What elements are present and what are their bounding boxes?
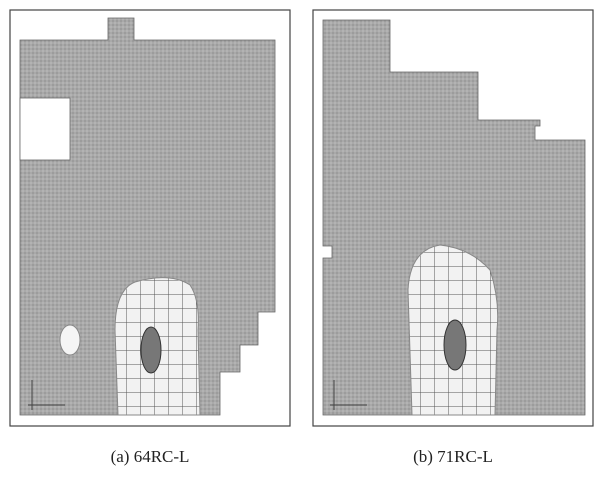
contour-core xyxy=(443,319,467,371)
panel-b: (b) 71RC-L xyxy=(312,9,594,466)
panel-a: (a) 64RC-L xyxy=(9,9,291,466)
slab xyxy=(322,19,586,416)
opening xyxy=(19,97,71,161)
contour-spot xyxy=(59,324,81,356)
caption: (b) 71RC-L xyxy=(413,447,493,466)
contour-core xyxy=(140,326,162,374)
axes-icon xyxy=(330,380,367,410)
slab xyxy=(19,17,276,416)
caption: (a) 64RC-L xyxy=(111,447,190,466)
axes-icon xyxy=(28,380,65,410)
